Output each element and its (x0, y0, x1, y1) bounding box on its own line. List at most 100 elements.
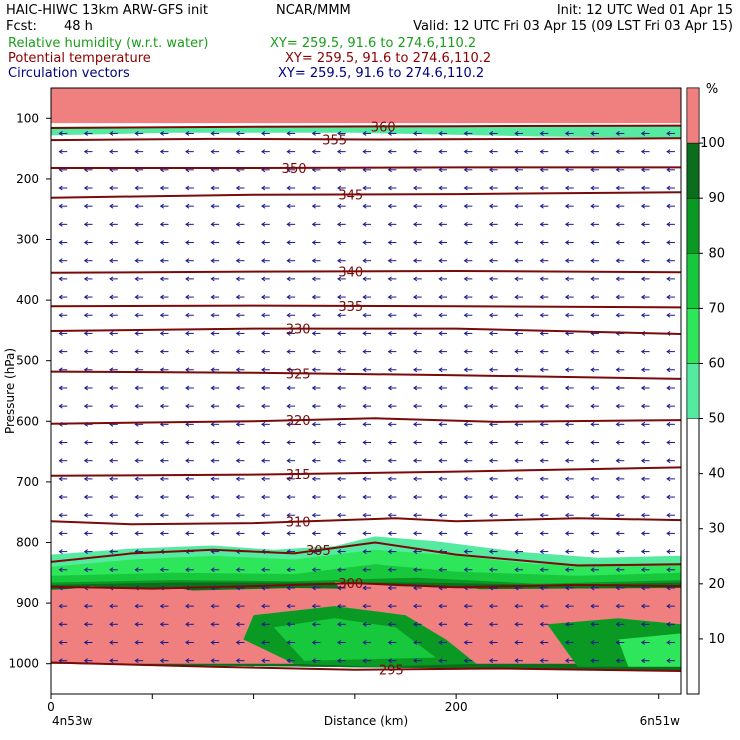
circulation-vector (539, 349, 549, 355)
circulation-vector (539, 621, 549, 627)
circulation-vector (463, 512, 473, 518)
circulation-vector (539, 640, 549, 645)
circulation-vector (83, 185, 93, 191)
colorbar-unit: % (706, 82, 718, 97)
circulation-vector (286, 385, 296, 391)
circulation-vector (413, 312, 422, 318)
colorbar-tick-label: 10 (708, 632, 725, 647)
circulation-vector (134, 403, 144, 409)
circulation-vector (387, 585, 397, 591)
theta-contour-325 (51, 370, 681, 380)
circulation-vector (58, 440, 68, 445)
circulation-vector (514, 312, 523, 318)
circulation-vector (159, 294, 169, 300)
circulation-vector (83, 258, 93, 264)
circulation-vector (666, 549, 675, 555)
circulation-vector (286, 658, 296, 664)
circulation-vector (514, 185, 523, 191)
circulation-vector (615, 294, 625, 300)
circulation-vector (185, 149, 194, 155)
circulation-vector (210, 403, 220, 409)
circulation-vector (539, 203, 549, 209)
circulation-vector (564, 385, 574, 391)
circulation-vector (337, 294, 346, 300)
circulation-vector (640, 349, 650, 355)
theta-contour-360 (51, 124, 681, 129)
circulation-vector (109, 403, 118, 409)
circulation-vector (185, 294, 194, 300)
circulation-vector (286, 367, 296, 373)
circulation-vector (337, 203, 346, 209)
circulation-vector (362, 331, 372, 336)
circulation-vector (463, 640, 473, 645)
circulation-vector (58, 403, 68, 409)
circulation-vector (463, 203, 473, 209)
circulation-vector (488, 603, 498, 609)
circulation-vector (311, 131, 321, 136)
circulation-vector (134, 458, 144, 464)
theta-label-355: 355 (322, 133, 347, 148)
circulation-vector (337, 276, 346, 282)
circulation-vector (463, 349, 473, 355)
circulation-vector (514, 421, 523, 427)
circulation-vector (640, 149, 650, 155)
circulation-vector (539, 403, 549, 409)
circulation-vector (261, 312, 270, 318)
circulation-vector (564, 549, 574, 555)
circulation-vector (83, 512, 93, 518)
circulation-vector (666, 312, 675, 318)
circulation-vector (311, 658, 321, 664)
circulation-vector (134, 221, 144, 227)
circulation-vector (514, 476, 523, 482)
circulation-vector (58, 549, 68, 555)
circulation-vector (362, 221, 372, 227)
circulation-vector (109, 494, 118, 500)
circulation-vector (564, 476, 574, 482)
circulation-vector (286, 403, 296, 409)
circulation-vector (438, 149, 448, 155)
circulation-vector (488, 476, 498, 482)
circulation-vector (615, 240, 625, 245)
circulation-vector (159, 131, 169, 136)
circulation-vector (640, 258, 650, 264)
circulation-vector (514, 385, 523, 391)
circulation-vector (83, 549, 93, 555)
circulation-vector (514, 567, 523, 573)
circulation-vector (438, 403, 448, 409)
fcst-value: 48 h (64, 19, 93, 34)
circulation-vector (235, 567, 245, 573)
circulation-vector (362, 185, 372, 191)
circulation-vector (235, 403, 245, 409)
circulation-vector (210, 131, 220, 136)
circulation-vector (185, 131, 194, 136)
circulation-vector (210, 421, 220, 427)
colorbar-tick-label: 80 (708, 246, 725, 261)
circulation-vector (311, 603, 321, 609)
circulation-vector (666, 640, 675, 645)
circulation-vector (235, 494, 245, 500)
circulation-vector (210, 530, 220, 536)
circulation-vector (362, 258, 372, 264)
circulation-vector (640, 203, 650, 209)
circulation-vector (413, 240, 422, 245)
circulation-vector (311, 458, 321, 464)
circulation-vector (413, 476, 422, 482)
theta-contour-355 (51, 137, 681, 142)
circulation-vector (615, 167, 625, 173)
circulation-vector (58, 294, 68, 300)
circulation-vector (83, 240, 93, 245)
circulation-vector (337, 367, 346, 373)
circulation-vector (337, 603, 346, 609)
circulation-vector (463, 131, 473, 136)
circulation-vector (590, 149, 599, 155)
circulation-vector (666, 494, 675, 500)
circulation-vector (134, 567, 144, 573)
circulation-vector (362, 621, 372, 627)
colorbar-tick-label: 40 (708, 467, 725, 482)
circulation-vector (666, 512, 675, 518)
circulation-vector (539, 603, 549, 609)
circulation-vector (337, 476, 346, 482)
circulation-vector (564, 403, 574, 409)
circulation-vector (463, 221, 473, 227)
circulation-vector (210, 567, 220, 573)
